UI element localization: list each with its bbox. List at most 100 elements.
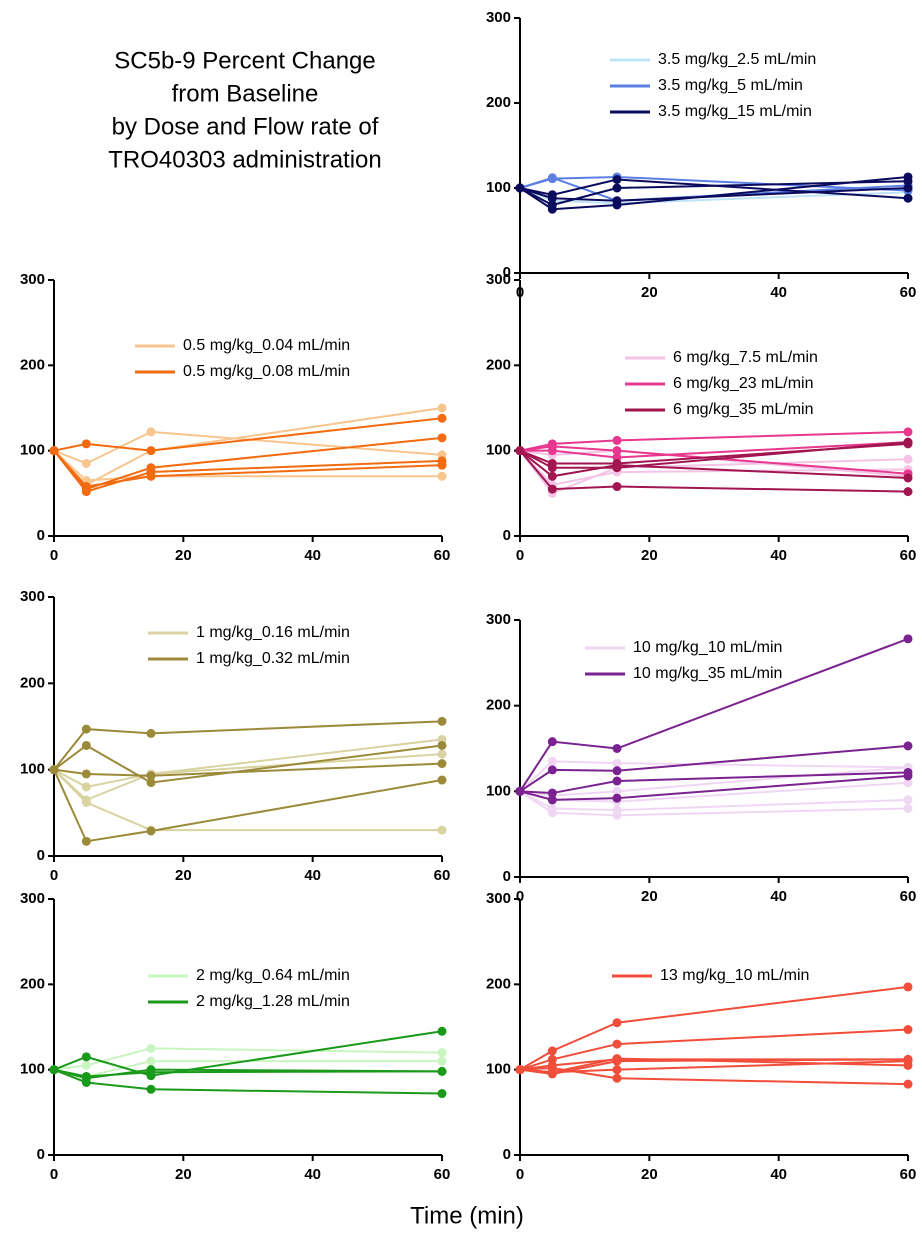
subject-line <box>519 449 909 479</box>
point <box>612 766 622 776</box>
point <box>515 786 525 796</box>
x-tick-label: 40 <box>770 284 787 301</box>
y-tick-label: 0 <box>503 527 511 544</box>
subject-line <box>53 738 443 788</box>
subject-line <box>519 637 909 792</box>
point <box>437 759 447 769</box>
point <box>81 482 91 492</box>
subject-line <box>519 790 909 817</box>
y-tick-label: 200 <box>486 697 511 714</box>
legend-label: 1 mg/kg_0.32 mL/min <box>196 650 350 667</box>
y-tick-label: 100 <box>486 1061 511 1078</box>
y-tick-label: 300 <box>20 271 45 288</box>
x-tick-label: 20 <box>641 1166 658 1183</box>
legend-label: 6 mg/kg_7.5 mL/min <box>673 349 818 366</box>
x-tick-label: 40 <box>304 547 321 564</box>
point <box>903 982 913 992</box>
point <box>146 427 156 437</box>
subject-line <box>53 1030 443 1077</box>
point <box>903 1025 913 1035</box>
point <box>81 1052 91 1062</box>
point <box>437 775 447 785</box>
y-tick-label: 0 <box>503 264 511 281</box>
subject-line <box>519 985 909 1071</box>
legend-label: 13 mg/kg_10 mL/min <box>660 967 809 984</box>
point <box>612 175 622 184</box>
y-tick-label: 300 <box>486 9 511 26</box>
subject-line <box>53 417 443 452</box>
subject-line <box>519 449 909 478</box>
point <box>146 1084 156 1094</box>
subject-line <box>53 449 442 482</box>
subject-line <box>53 1068 443 1078</box>
point <box>437 413 447 423</box>
point <box>903 1079 913 1089</box>
point <box>81 1071 91 1081</box>
point <box>81 782 91 792</box>
point <box>81 1060 91 1070</box>
title-line: by Dose and Flow rate of <box>112 113 379 140</box>
x-tick-label: 20 <box>641 547 658 564</box>
point <box>903 439 913 449</box>
panel: 0 100 200 300 0 20 40 60 1 mg/kg_0.16 mL/min 1 mg… <box>20 588 450 884</box>
point <box>903 803 913 813</box>
point <box>547 1069 557 1079</box>
subject-line <box>519 430 909 452</box>
y-tick-label: 200 <box>486 356 511 373</box>
subject-line <box>519 790 909 812</box>
point <box>437 460 447 470</box>
point <box>81 724 91 734</box>
point <box>903 473 913 483</box>
point <box>437 433 447 443</box>
y-tick-label: 200 <box>20 975 45 992</box>
x-tick-label: 0 <box>50 547 58 564</box>
subject-line <box>519 771 909 795</box>
y-tick-label: 200 <box>20 674 45 691</box>
subject-line <box>519 187 909 202</box>
x-tick-label: 40 <box>770 888 787 905</box>
point <box>49 1065 59 1075</box>
legend-label: 1 mg/kg_0.16 mL/min <box>196 624 350 641</box>
legend-label: 10 mg/kg_10 mL/min <box>633 639 782 656</box>
point <box>49 765 59 775</box>
legend-label: 2 mg/kg_0.64 mL/min <box>196 967 350 984</box>
point <box>547 200 557 210</box>
x-tick-label: 40 <box>304 1166 321 1183</box>
point <box>547 441 557 451</box>
point <box>612 435 622 445</box>
point <box>81 795 91 805</box>
point <box>547 471 557 481</box>
point <box>547 788 557 798</box>
point <box>612 1018 622 1028</box>
y-tick-label: 0 <box>37 1146 45 1163</box>
x-tick-label: 20 <box>641 284 658 301</box>
title-line: SC5b-9 Percent Change <box>114 47 376 74</box>
point <box>146 1067 156 1077</box>
y-tick-label: 300 <box>486 271 511 288</box>
subject-line <box>519 442 909 465</box>
subject-line <box>519 445 909 475</box>
point <box>612 776 622 786</box>
point <box>81 439 91 449</box>
legend-label: 3.5 mg/kg_2.5 mL/min <box>658 51 816 68</box>
legend-label: 6 mg/kg_23 mL/min <box>673 375 814 392</box>
point <box>146 471 156 481</box>
point <box>903 778 913 788</box>
point <box>903 741 913 751</box>
point <box>547 765 557 775</box>
y-tick-label: 100 <box>20 1061 45 1078</box>
point <box>547 803 557 813</box>
y-tick-label: 100 <box>20 761 45 778</box>
point <box>612 1039 622 1049</box>
legend-label: 10 mg/kg_35 mL/min <box>633 665 782 682</box>
point <box>437 740 447 750</box>
x-tick-label: 40 <box>770 1166 787 1183</box>
y-tick-label: 300 <box>486 890 511 907</box>
x-tick-label: 0 <box>516 547 524 564</box>
point <box>903 1054 913 1064</box>
legend-label: 0.5 mg/kg_0.04 mL/min <box>183 337 350 354</box>
panel: 0 100 200 300 0 20 40 60 10 mg/kg_10 mL/min 10 mg… <box>486 611 916 905</box>
subject-line <box>519 760 909 793</box>
point <box>437 403 447 413</box>
